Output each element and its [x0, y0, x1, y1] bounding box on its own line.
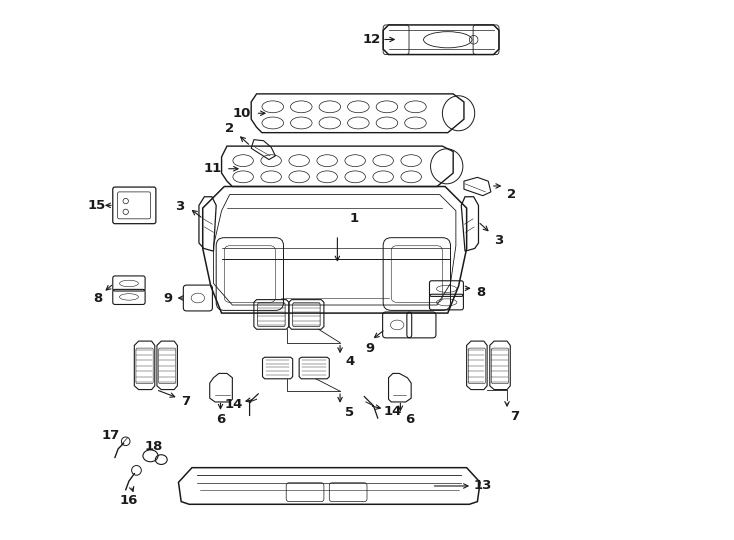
Text: 13: 13 — [473, 480, 492, 492]
Text: 8: 8 — [94, 292, 103, 305]
Text: 2: 2 — [506, 188, 516, 201]
Text: 7: 7 — [181, 395, 190, 408]
Text: 17: 17 — [102, 429, 120, 442]
Text: 11: 11 — [203, 162, 222, 176]
Text: 9: 9 — [366, 342, 375, 355]
Text: 12: 12 — [362, 33, 380, 46]
Text: 3: 3 — [175, 200, 184, 213]
Text: 2: 2 — [225, 123, 234, 136]
Text: 1: 1 — [349, 212, 359, 225]
Text: 4: 4 — [345, 355, 355, 368]
Text: 6: 6 — [216, 413, 225, 426]
Text: 9: 9 — [163, 292, 172, 305]
Text: 15: 15 — [87, 199, 106, 212]
Text: 6: 6 — [405, 413, 415, 426]
Text: 18: 18 — [145, 440, 164, 453]
Text: 7: 7 — [511, 410, 520, 423]
Text: 14: 14 — [384, 404, 402, 417]
Text: 14: 14 — [224, 398, 243, 411]
Text: 5: 5 — [345, 406, 355, 419]
Text: 16: 16 — [120, 494, 138, 507]
Text: 8: 8 — [476, 286, 486, 299]
Text: 10: 10 — [233, 107, 251, 120]
Text: 3: 3 — [494, 234, 504, 247]
